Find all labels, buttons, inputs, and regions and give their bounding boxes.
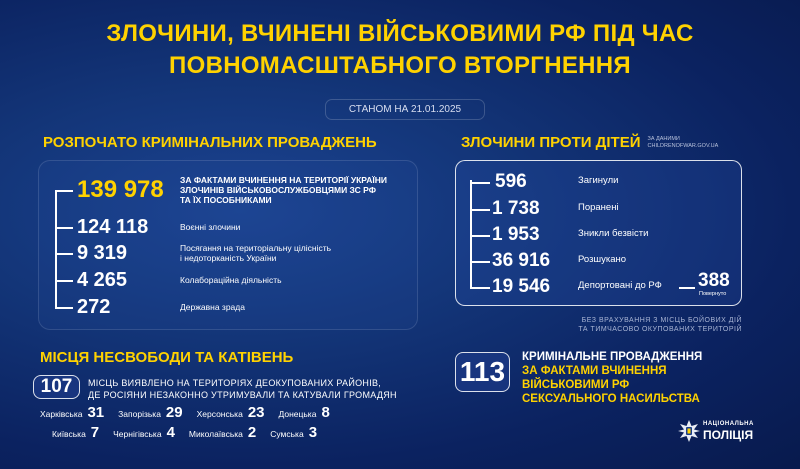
returned-label: Повернуто <box>699 291 727 297</box>
region-count: 2 <box>247 424 257 441</box>
bracket-tick <box>55 190 73 192</box>
region-count: 7 <box>90 424 100 441</box>
bracket-tick <box>470 209 490 211</box>
detention-heading: МІСЦЯ НЕСВОБОДИ ТА КАТІВЕНЬ <box>40 349 294 366</box>
title-line-1: ЗЛОЧИНИ, ВЧИНЕНІ ВІЙСЬКОВИМИ РФ ПІД ЧАС <box>106 20 694 47</box>
logo-line-2: ПОЛІЦІЯ <box>703 428 754 442</box>
region-name: Київська <box>52 429 86 439</box>
region-item: Донецька 8 <box>279 404 330 421</box>
children-note: БЕЗ ВРАХУВАННЯ З МІСЦЬ БОЙОВИХ ДІЙ ТА ТИ… <box>500 316 742 334</box>
criminal-description: Державна зрада <box>180 302 245 312</box>
region-item: Херсонська 23 <box>197 404 265 421</box>
criminal-value: 124 118 <box>77 216 149 238</box>
sexual-line-2: ЗА ФАКТАМИ ВЧИНЕННЯ <box>522 365 667 377</box>
returned-value: 388 <box>698 270 730 291</box>
region-name: Чернігівська <box>113 429 162 439</box>
region-name: Миколаївська <box>188 429 243 439</box>
region-name: Харківська <box>40 409 83 419</box>
criminal-description: Воєнні злочини <box>180 222 241 232</box>
children-value: 1 953 <box>492 224 540 245</box>
desc-line: МІСЦЬ ВИЯВЛЕНО НА ТЕРИТОРІЯХ ДЕОКУПОВАНИ… <box>88 378 382 388</box>
children-source: ЗА ДАНИМИ CHILDRENOFWAR.GOV.UA <box>648 136 719 150</box>
children-label: Загинули <box>578 175 619 186</box>
criminal-description: Посягання на територіальну цілісність <box>180 243 332 253</box>
logo-line-1: НАЦІОНАЛЬНА <box>703 421 754 427</box>
children-label: Розшукано <box>578 254 627 265</box>
bracket-tick <box>55 227 73 229</box>
bracket-tick <box>55 253 73 255</box>
children-panel <box>455 160 742 306</box>
criminal-value: 139 978 <box>77 176 164 203</box>
region-item: Запорізька 29 <box>118 404 182 421</box>
children-header: ЗЛОЧИНИ ПРОТИ ДІТЕЙ ЗА ДАНИМИ CHILDRENOF… <box>461 134 718 151</box>
region-name: Сумська <box>270 429 304 439</box>
detention-count: 107 <box>33 375 80 399</box>
desc-line: ДЕ РОСІЯНИ НЕЗАКОННО УТРИМУВАЛИ ТА КАТУВ… <box>88 390 397 400</box>
criminal-heading: РОЗПОЧАТО КРИМІНАЛЬНИХ ПРОВАДЖЕНЬ <box>43 134 377 151</box>
region-name: Донецька <box>278 409 317 419</box>
region-item: Київська 7 <box>52 424 99 441</box>
regions-row: Київська 7 Чернігівська 4 Миколаївська 2 Сумсь… <box>52 424 317 441</box>
returned-connector <box>679 287 695 289</box>
note-line: ТА ТИМЧАСОВО ОКУПОВАНИХ ТЕРИТОРІЙ <box>578 326 742 333</box>
criminal-description: ЗА ФАКТАМИ ВЧИНЕННЯ НА ТЕРИТОРІЇ УКРАЇНИ <box>180 175 387 185</box>
detention-description: МІСЦЬ ВИЯВЛЕНО НА ТЕРИТОРІЯХ ДЕОКУПОВАНИ… <box>88 377 397 401</box>
regions-row: Харківська 31 Запорізька 29 Херсонська 23 Доне… <box>40 404 330 421</box>
region-item: Чернігівська 4 <box>113 424 175 441</box>
bracket-tick <box>470 261 490 263</box>
children-label: Поранені <box>578 202 619 213</box>
police-star-icon <box>678 420 700 442</box>
region-name: Херсонська <box>196 409 243 419</box>
region-count: 3 <box>308 424 318 441</box>
title-line-2: ПОВНОМАСШТАБНОГО ВТОРГНЕННЯ <box>169 52 631 79</box>
bracket-tick <box>470 182 490 184</box>
bracket-line <box>55 191 57 308</box>
police-logo: НАЦІОНАЛЬНА ПОЛІЦІЯ <box>678 420 753 447</box>
source-url: CHILDRENOFWAR.GOV.UA <box>647 142 719 149</box>
children-label: Зникли безвісти <box>578 228 649 239</box>
region-count: 8 <box>321 404 330 421</box>
criminal-panel <box>38 160 418 330</box>
bracket-tick <box>55 280 73 282</box>
children-value: 36 916 <box>492 250 551 271</box>
region-count: 31 <box>87 404 105 421</box>
criminal-value: 272 <box>77 296 111 318</box>
source-line: ЗА ДАНИМИ <box>647 135 680 142</box>
children-value: 596 <box>495 171 527 192</box>
sexual-line-4: СЕКСУАЛЬНОГО НАСИЛЬСТВА <box>522 393 700 405</box>
region-name: Запорізька <box>118 409 161 419</box>
bracket-tick <box>55 307 73 309</box>
criminal-description: ЗЛОЧИНІВ ВІЙСЬКОВОСЛУЖБОВЦЯМИ ЗС РФ <box>180 185 376 195</box>
children-label: Депортовані до РФ <box>578 280 662 291</box>
criminal-value: 9 319 <box>77 242 128 264</box>
region-item: Сумська 3 <box>270 424 317 441</box>
region-count: 4 <box>166 424 175 441</box>
date-badge: СТАНОМ НА 21.01.2025 <box>325 99 485 120</box>
bracket-tick <box>470 235 490 237</box>
sexual-line-3: ВІЙСЬКОВИМИ РФ <box>522 379 630 391</box>
region-item: Миколаївська 2 <box>189 424 256 441</box>
criminal-value: 4 265 <box>77 269 128 291</box>
criminal-description: і недоторканість України <box>180 253 277 263</box>
note-line: БЕЗ ВРАХУВАННЯ З МІСЦЬ БОЙОВИХ ДІЙ <box>581 317 742 324</box>
sexual-line-1: КРИМІНАЛЬНЕ ПРОВАДЖЕННЯ <box>522 351 703 363</box>
bracket-tick <box>470 287 490 289</box>
region-count: 23 <box>247 404 265 421</box>
criminal-description: ТА ЇХ ПОСОБНИКАМИ <box>180 195 272 205</box>
region-count: 29 <box>165 404 183 421</box>
sexual-count: 113 <box>455 352 510 392</box>
children-value: 19 546 <box>492 276 551 297</box>
region-item: Харківська 31 <box>40 404 104 421</box>
children-heading: ЗЛОЧИНИ ПРОТИ ДІТЕЙ <box>461 134 641 151</box>
children-value: 1 738 <box>492 198 540 219</box>
criminal-description: Колабораційна діяльність <box>180 275 282 285</box>
bracket-line <box>470 180 472 288</box>
